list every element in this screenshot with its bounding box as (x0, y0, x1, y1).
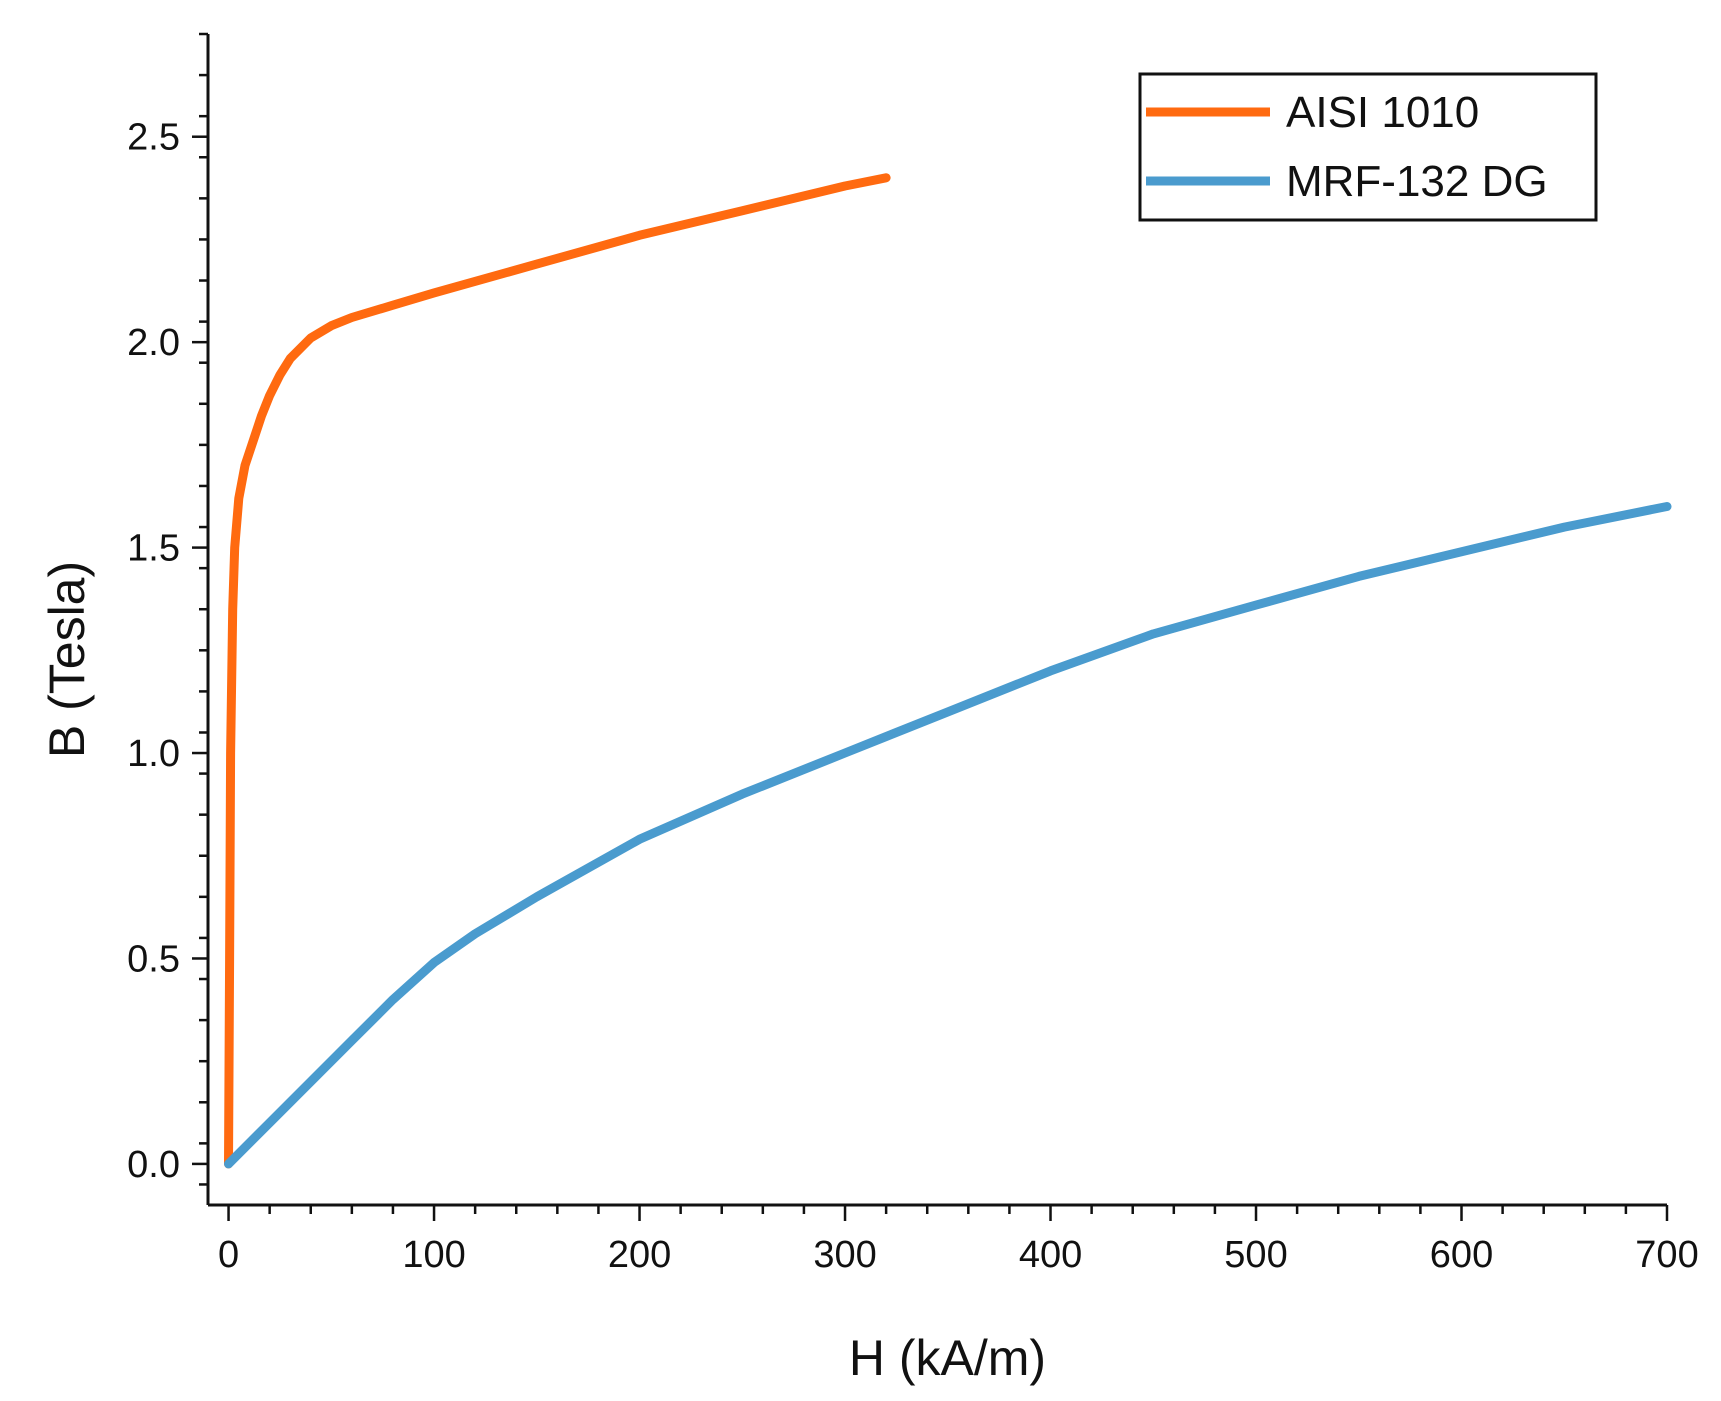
y-tick-label: 1.0 (127, 733, 180, 775)
x-axis-title: H (kA/m) (849, 1330, 1046, 1386)
x-tick-label: 400 (1019, 1234, 1082, 1276)
legend-label-aisi-1010: AISI 1010 (1286, 88, 1479, 137)
series (224, 173, 1672, 1169)
y-tick-label: 2.5 (127, 117, 180, 159)
x-tick-label: 700 (1635, 1234, 1698, 1276)
legend-box (1138, 72, 1598, 222)
x-tick-label: 500 (1224, 1234, 1287, 1276)
y-tick-label: 0.0 (127, 1144, 180, 1186)
legend: AISI 1010 MRF-132 DG (1138, 72, 1598, 222)
legend-label-mrf-132-dg: MRF-132 DG (1286, 157, 1548, 206)
x-tick-label: 100 (402, 1234, 465, 1276)
series-line-aisi-1010 (224, 173, 891, 1169)
series-line-mrf-132-dg (224, 502, 1672, 1169)
x-tick-label: 0 (218, 1234, 239, 1276)
x-tick-label: 200 (608, 1234, 671, 1276)
axes (206, 34, 1667, 1207)
ticks: 0.0 0.5 1.0 1.5 2.0 2.5 0 100 200 300 400 500 600 700 (127, 32, 1699, 1276)
y-axis-title: B (Tesla) (39, 561, 95, 758)
y-tick-label: 1.5 (127, 528, 180, 570)
x-tick-label: 300 (813, 1234, 876, 1276)
x-tick-label: 600 (1430, 1234, 1493, 1276)
y-tick-label: 0.5 (127, 938, 180, 980)
y-tick-label: 2.0 (127, 322, 180, 364)
